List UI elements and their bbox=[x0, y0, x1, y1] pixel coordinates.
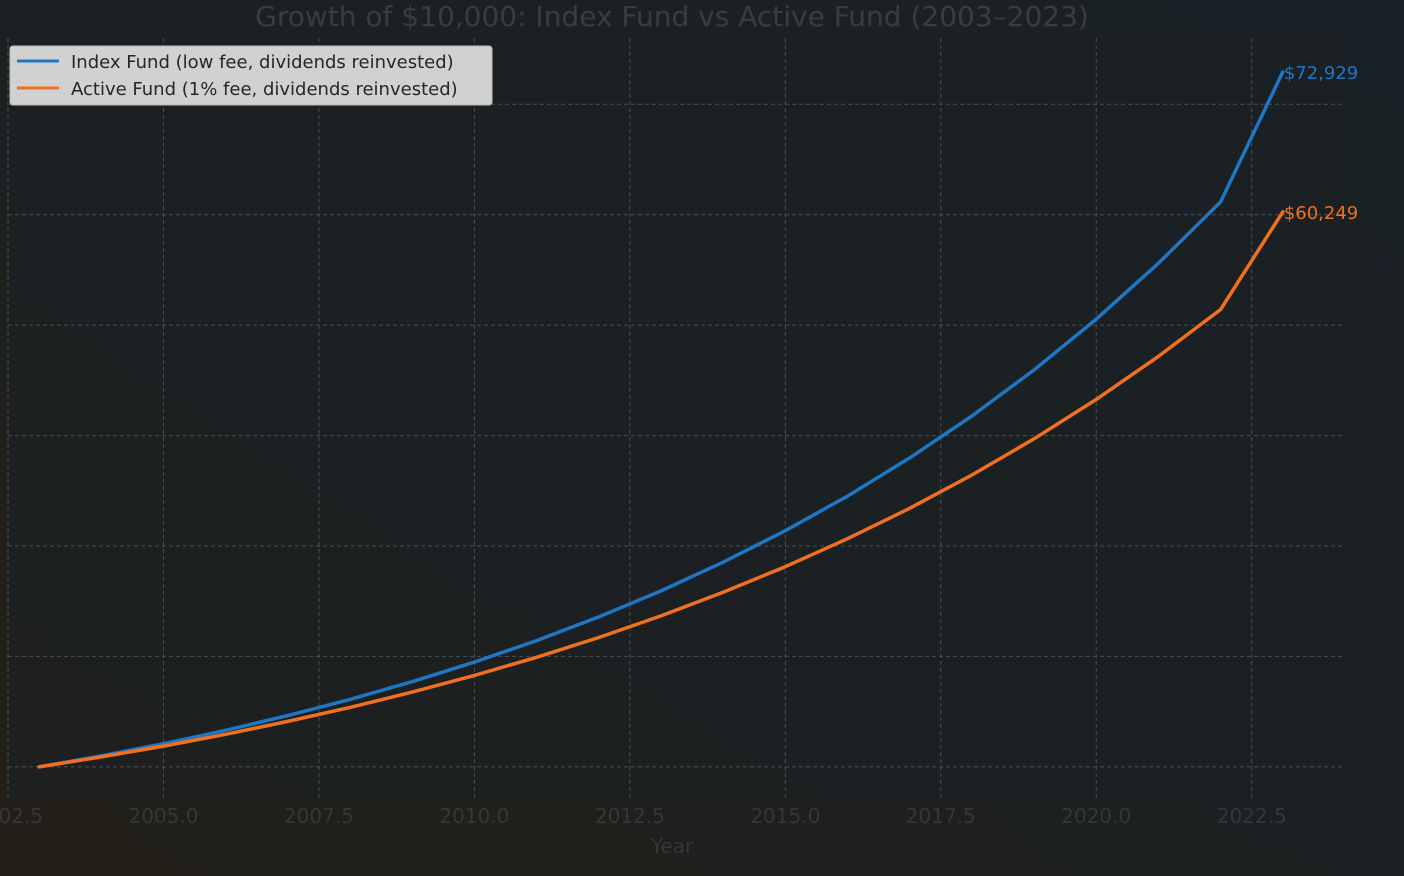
grid bbox=[7, 38, 1345, 800]
x-tick-label-7: 2020.0 bbox=[1061, 804, 1131, 828]
legend-label-index-fund: Index Fund (low fee, dividends reinveste… bbox=[71, 52, 454, 73]
series-line-1 bbox=[37, 210, 1285, 769]
legend: Index Fund (low fee, dividends reinveste… bbox=[9, 45, 493, 106]
x-tick-label-5: 2015.0 bbox=[750, 804, 820, 828]
plot-area bbox=[8, 38, 1345, 800]
chart-title: Growth of $10,000: Index Fund vs Active … bbox=[255, 0, 1089, 33]
end-label-1: $60,249 bbox=[1284, 203, 1358, 224]
x-tick-label-1: 2005.0 bbox=[128, 804, 198, 828]
end-label-0: $72,929 bbox=[1284, 63, 1358, 84]
x-tick-label-6: 2017.5 bbox=[906, 804, 976, 828]
legend-label-active-fund: Active Fund (1% fee, dividends reinveste… bbox=[71, 79, 458, 100]
series-line-0 bbox=[37, 70, 1285, 769]
x-tick-label-4: 2012.5 bbox=[595, 804, 665, 828]
x-axis-ticks: 2002.5 2005.0 2007.5 2010.0 2012.5 2015.0 2017… bbox=[0, 804, 1287, 828]
x-tick-label-2: 2007.5 bbox=[284, 804, 354, 828]
x-tick-label-8: 2022.5 bbox=[1217, 804, 1287, 828]
end-labels: $72,929 $60,249 bbox=[1284, 63, 1358, 224]
x-tick-label-3: 2010.0 bbox=[439, 804, 509, 828]
x-tick-label-0: 2002.5 bbox=[0, 804, 43, 828]
x-axis-label: Year bbox=[650, 834, 694, 858]
series-lines bbox=[37, 70, 1285, 769]
legend-box bbox=[9, 45, 493, 106]
